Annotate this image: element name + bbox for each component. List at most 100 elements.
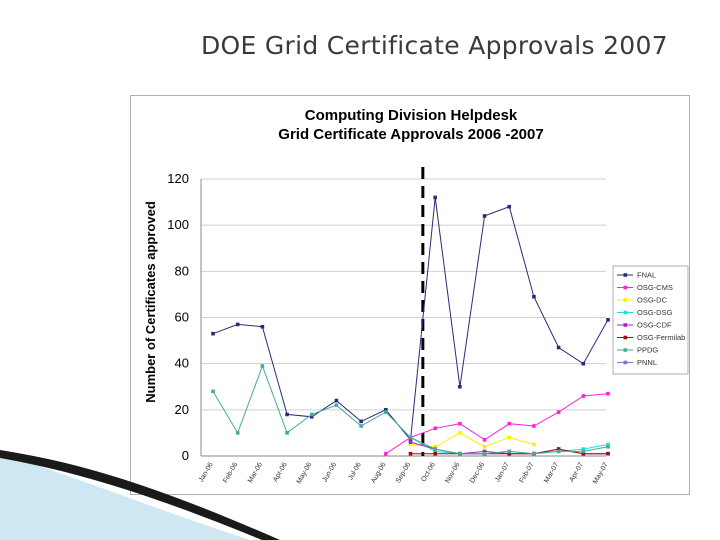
gridlines [201, 178, 606, 457]
data-point-osg-dc [433, 444, 437, 449]
data-point-fnal [532, 294, 536, 299]
y-tick-label: 40 [175, 356, 189, 371]
data-point-ppdg [235, 431, 240, 435]
y-tick-label: 60 [175, 310, 189, 325]
data-point-fnal [556, 345, 561, 350]
decorative-swoosh [0, 450, 280, 540]
x-tick-label: Feb-07 [519, 461, 536, 484]
data-point-fnal [235, 322, 240, 327]
legend-marker-fnal [623, 273, 628, 277]
legend-marker-osg-cms [623, 285, 628, 290]
legend-label-fnal: FNAL [637, 271, 656, 280]
legend-label-osg-cms: OSG-CMS [637, 283, 673, 292]
data-point-ppdg [211, 389, 215, 394]
data-point-ppdg [606, 444, 610, 449]
data-point-osg-dsg [433, 449, 437, 454]
data-point-fnal [211, 331, 215, 336]
data-point-osg-cms [482, 438, 487, 442]
legend-label-osg-dsg: OSG-DSG [637, 308, 673, 317]
legend-marker-osg-cdf [623, 323, 628, 327]
data-point-fnal [359, 419, 363, 424]
data-point-fnal [285, 412, 289, 417]
legend-marker-ppdg [623, 348, 628, 352]
data-point-fnal [433, 195, 437, 200]
data-point-fnal [458, 384, 462, 389]
chart-title: Computing Division Helpdesk [305, 107, 518, 124]
x-tick-label: Jul-06 [347, 461, 363, 481]
data-point-fnal [606, 318, 610, 322]
axes [200, 179, 606, 457]
data-point-osg-cdf [482, 449, 487, 454]
legend-marker-osg-fermilab [623, 335, 628, 340]
data-point-ppdg [359, 424, 363, 428]
line-chart: Computing Division Helpdesk Grid Certifi… [143, 107, 689, 485]
data-point-osg-cms [581, 394, 586, 398]
data-point-osg-dsg [606, 442, 610, 447]
chart-frame: Computing Division Helpdesk Grid Certifi… [130, 95, 690, 495]
data-point-osg-dsg [581, 447, 586, 451]
data-point-osg-cms [556, 410, 561, 414]
data-point-ppdg [507, 449, 512, 454]
data-point-osg-fermilab [606, 451, 610, 456]
legend-label-pnnl: PNNL [637, 358, 657, 367]
data-point-ppdg [433, 447, 437, 451]
legend-marker-osg-dsg [623, 310, 628, 315]
data-point-osg-fermilab [408, 451, 413, 456]
data-point-osg-dc [507, 435, 512, 440]
chart-subtitle: Grid Certificate Approvals 2006 -2007 [278, 126, 543, 143]
data-point-ppdg [556, 449, 561, 454]
x-tick-label: Jan-07 [494, 461, 511, 483]
x-tick-label: May-07 [592, 461, 610, 485]
slide-title: DOE Grid Certificate Approvals 2007 [201, 31, 668, 60]
legend-marker-pnnl [623, 360, 628, 365]
swoosh-light-shape [0, 454, 250, 540]
legend-label-ppdg: PPDG [637, 346, 658, 355]
legend-label-osg-dc: OSG-DC [637, 296, 668, 305]
data-point-fnal [581, 361, 586, 366]
data-point-ppdg [408, 435, 413, 440]
data-point-osg-cms [384, 451, 388, 456]
y-tick-label: 0 [182, 448, 189, 463]
data-point-osg-fermilab [433, 451, 437, 456]
data-point-ppdg [309, 412, 314, 417]
x-tick-label: Dec-06 [469, 461, 486, 484]
data-point-osg-cms [433, 426, 437, 431]
data-point-ppdg [482, 451, 487, 456]
data-point-osg-fermilab [556, 447, 561, 451]
data-point-fnal [260, 324, 265, 329]
legend: FNAL OSG-CMS OSG-DC OSG-DSG OSG-CDF OSG-Fermi… [612, 265, 689, 375]
data-point-osg-cdf [408, 440, 413, 444]
data-point-osg-cms [458, 421, 462, 426]
data-point-fnal [334, 398, 339, 403]
y-tick-labels: 0 20 40 60 80 100 120 [167, 171, 189, 463]
data-point-osg-fermilab [581, 451, 586, 456]
legend-marker-osg-dc [623, 298, 628, 302]
x-tick-label: Oct-06 [420, 461, 437, 483]
series-lines [211, 195, 610, 456]
data-point-ppdg [458, 451, 462, 456]
data-point-fnal [482, 214, 487, 218]
series-line-osg-cms [385, 393, 609, 455]
data-point-osg-cms [606, 391, 610, 396]
data-point-osg-fermilab [507, 451, 512, 456]
data-point-ppdg [581, 449, 586, 454]
data-point-ppdg [532, 451, 536, 456]
x-tick-label: Aug-06 [370, 461, 387, 484]
x-tick-label: Apr-07 [568, 461, 585, 483]
data-point-fnal [507, 204, 512, 209]
legend-label-osg-fermilab: OSG-Fermilab [637, 333, 685, 342]
data-point-osg-dc [408, 442, 413, 447]
data-point-ppdg [334, 403, 339, 408]
legend-label-osg-cdf: OSG-CDF [637, 321, 672, 330]
data-point-osg-dc [482, 444, 487, 449]
y-tick-label: 100 [167, 217, 189, 232]
data-point-ppdg [384, 410, 388, 414]
swoosh-dark-stroke [0, 450, 280, 540]
y-tick-label: 80 [175, 263, 189, 278]
data-point-ppdg [285, 431, 289, 435]
series-line-fnal [212, 197, 609, 442]
data-point-osg-dc [532, 442, 536, 447]
x-tick-label: Sep-06 [395, 461, 412, 484]
data-point-osg-dc [458, 431, 462, 435]
data-point-ppdg [260, 364, 265, 368]
